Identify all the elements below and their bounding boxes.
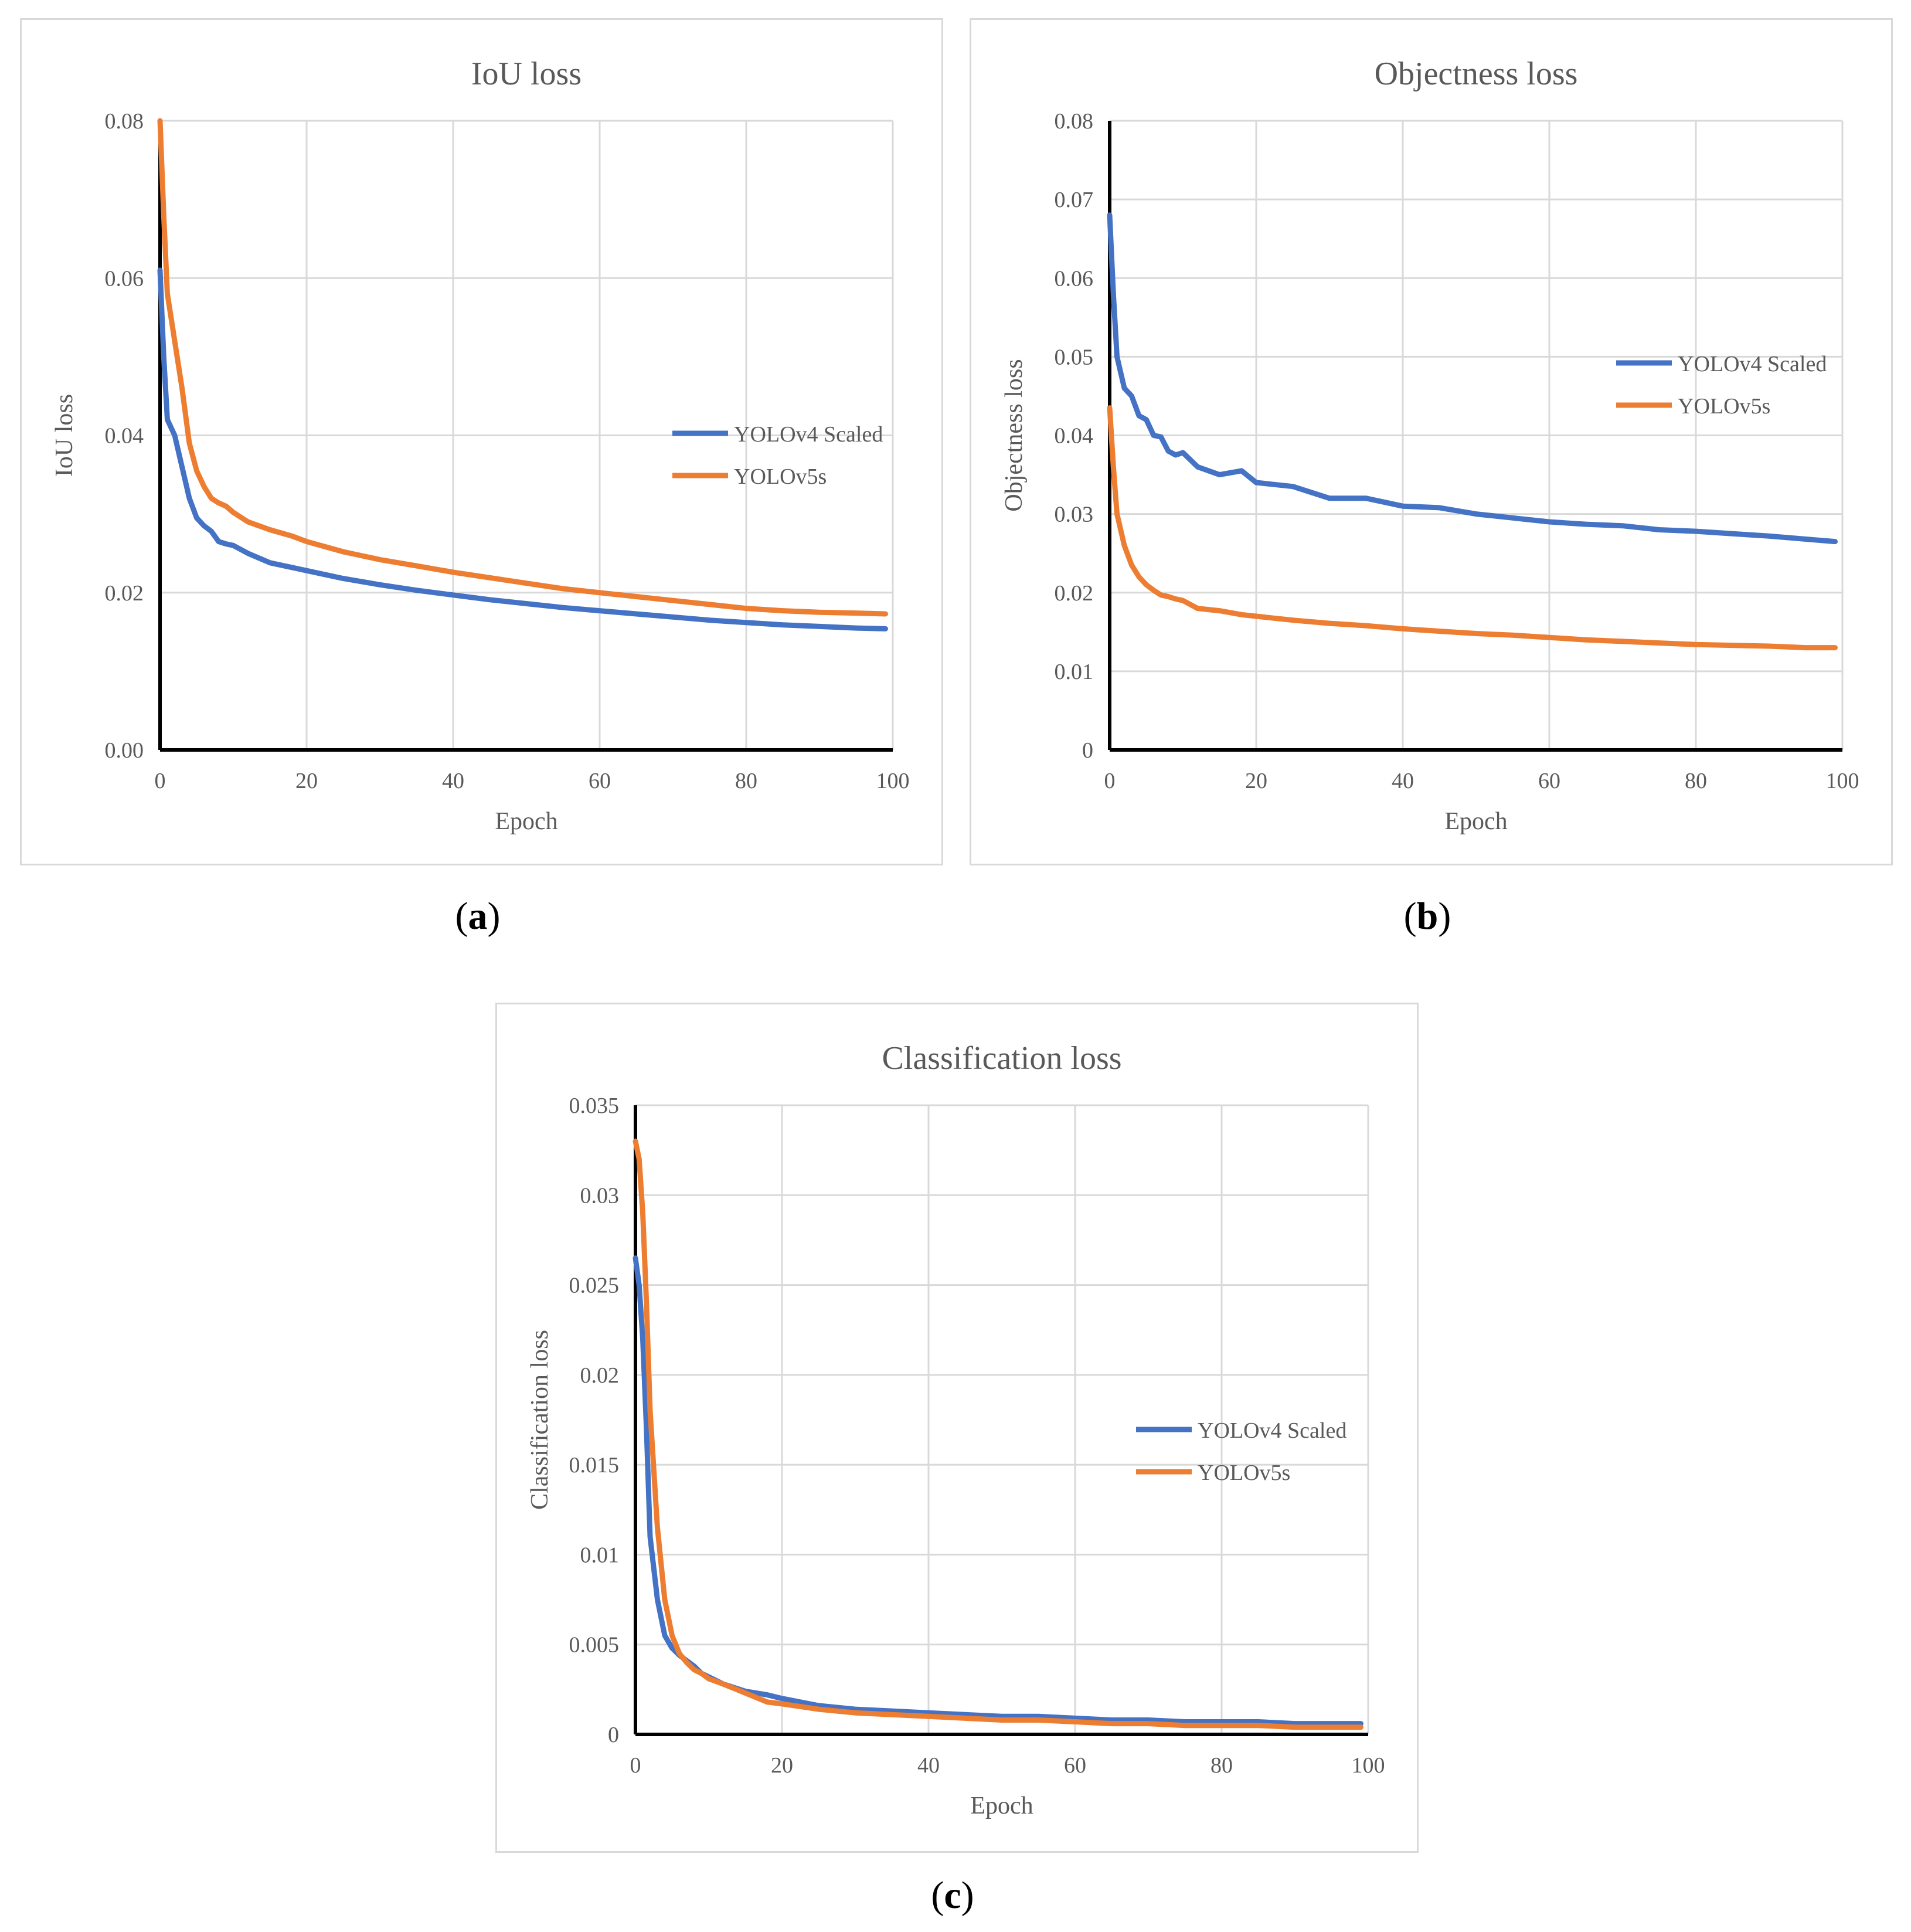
x-tick-label: 100 — [1826, 769, 1859, 793]
legend-label-0: YOLOv4 Scaled — [734, 422, 883, 447]
caption-a-close: ) — [487, 895, 501, 938]
x-tick-label: 20 — [295, 769, 318, 793]
chart-title: Classification loss — [882, 1040, 1121, 1077]
caption-c-letter: c — [944, 1874, 961, 1917]
caption-b: (b) — [1339, 894, 1515, 939]
y-tick-label: 0.015 — [569, 1453, 620, 1478]
caption-c-close: ) — [961, 1874, 974, 1917]
chart-title: IoU loss — [471, 56, 582, 92]
y-tick-label: 0.00 — [105, 738, 144, 763]
legend-label-1: YOLOv5s — [1678, 394, 1770, 419]
x-tick-label: 80 — [1685, 769, 1707, 793]
y-tick-label: 0.04 — [105, 424, 144, 449]
x-tick-label: 80 — [735, 769, 757, 793]
y-tick-label: 0.025 — [569, 1274, 620, 1298]
series-line-yolov4-scaled — [1107, 212, 1838, 545]
y-tick-label: 0.08 — [1055, 109, 1094, 134]
y-tick-label: 0.03 — [1055, 502, 1094, 527]
x-tick-label: 80 — [1210, 1753, 1233, 1778]
legend-label-0: YOLOv4 Scaled — [1678, 352, 1827, 376]
x-tick-label: 40 — [442, 769, 464, 793]
y-tick-label: 0.01 — [1055, 660, 1094, 684]
x-axis-label: Epoch — [1444, 808, 1507, 835]
y-tick-label: 0.035 — [569, 1094, 620, 1118]
caption-c-open: ( — [931, 1874, 944, 1917]
caption-b-open: ( — [1403, 895, 1417, 938]
y-tick-label: 0.08 — [105, 109, 144, 134]
y-tick-label: 0.07 — [1055, 188, 1094, 212]
x-tick-label: 20 — [1245, 769, 1267, 793]
x-tick-label: 40 — [917, 1753, 940, 1778]
caption-c: (c) — [865, 1873, 1040, 1918]
series-line-yolov5s — [1107, 405, 1838, 651]
y-tick-label: 0.06 — [1055, 266, 1094, 291]
y-tick-label: 0.03 — [580, 1183, 620, 1208]
series-line-yolov5s — [157, 118, 888, 617]
y-tick-label: 0.02 — [580, 1363, 620, 1388]
chart-classification-loss: Classification loss 0 0.005 0.01 0.015 0.02 0.… — [526, 1040, 1385, 1819]
x-tick-label: 40 — [1392, 769, 1414, 793]
y-axis-label: IoU loss — [51, 394, 78, 477]
y-tick-label: 0.05 — [1055, 345, 1094, 369]
y-tick-label: 0 — [1082, 738, 1093, 763]
series-line-yolov5s — [633, 1138, 1363, 1730]
x-tick-label: 20 — [771, 1753, 793, 1778]
chart-panel-iou-loss: IoU loss 0.00 0.02 0.04 0.06 0.08 0 20 40 60 80 100… — [20, 18, 943, 865]
y-tick-label: 0.005 — [569, 1633, 620, 1658]
y-axis-label: Classification loss — [526, 1330, 553, 1510]
legend-label-1: YOLOv5s — [734, 464, 827, 489]
series-line-yolov4-scaled — [157, 267, 888, 631]
caption-b-close: ) — [1438, 895, 1451, 938]
x-tick-label: 100 — [876, 769, 910, 793]
caption-a-letter: a — [468, 895, 488, 938]
y-tick-label: 0.01 — [580, 1543, 620, 1567]
y-tick-label: 0.02 — [105, 581, 144, 606]
y-tick-label: 0 — [608, 1723, 619, 1747]
y-axis-label: Objectness loss — [1001, 359, 1028, 511]
y-tick-label: 0.04 — [1055, 424, 1094, 449]
x-tick-label: 0 — [155, 769, 166, 793]
chart-iou-loss: IoU loss 0.00 0.02 0.04 0.06 0.08 0 20 40 60 80 100… — [51, 56, 910, 835]
x-tick-label: 60 — [589, 769, 611, 793]
x-tick-label: 60 — [1538, 769, 1560, 793]
x-tick-label: 60 — [1064, 1753, 1086, 1778]
chart-title: Objectness loss — [1375, 56, 1578, 92]
chart-objectness-loss: Objectness loss 0 0.01 0.02 0.03 0.04 0.05 0.06… — [1001, 56, 1859, 835]
x-tick-label: 0 — [630, 1753, 641, 1778]
legend-label-0: YOLOv4 Scaled — [1198, 1418, 1346, 1443]
legend-label-1: YOLOv5s — [1198, 1461, 1290, 1485]
caption-a: (a) — [390, 894, 566, 939]
x-tick-label: 0 — [1104, 769, 1116, 793]
caption-a-open: ( — [455, 895, 468, 938]
series-line-yolov4-scaled — [633, 1255, 1363, 1727]
x-axis-label: Epoch — [495, 808, 557, 835]
x-tick-label: 100 — [1352, 1753, 1385, 1778]
x-axis-label: Epoch — [970, 1792, 1033, 1819]
y-tick-label: 0.02 — [1055, 581, 1094, 606]
chart-panel-classification-loss: Classification loss 0 0.005 0.01 0.015 0.02 0.… — [495, 1003, 1419, 1853]
caption-b-letter: b — [1416, 895, 1439, 938]
y-tick-label: 0.06 — [105, 266, 144, 291]
chart-panel-objectness-loss: Objectness loss 0 0.01 0.02 0.03 0.04 0.05 0.06… — [970, 18, 1893, 865]
